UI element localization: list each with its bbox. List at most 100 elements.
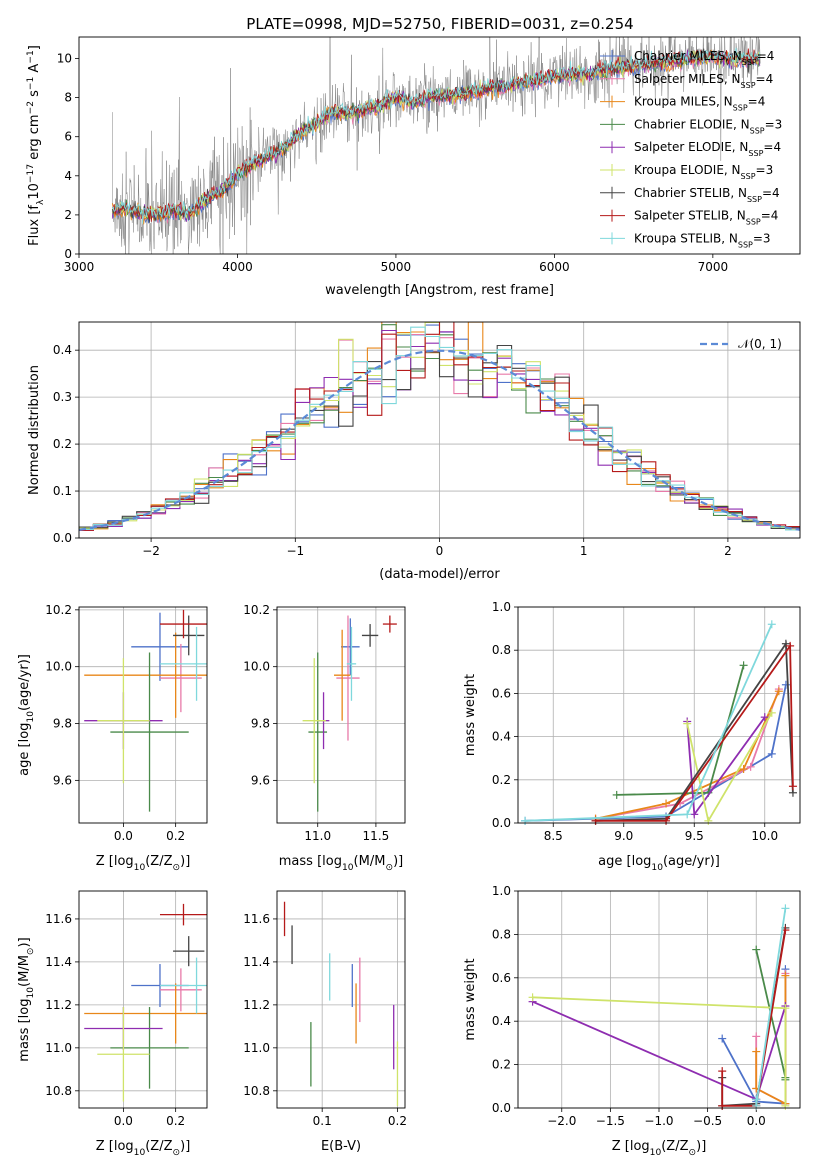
legend-model-name: Chabrier MILES, N [634,49,742,63]
x-tick-label: 0.2 [166,1114,185,1128]
x-axis-label: wavelength [Angstrom, rest frame] [325,283,554,298]
legend-sub: SSP [746,217,761,226]
legend-nssp: =4 [748,95,766,109]
y-tick-label: 0.0 [53,531,72,545]
y-axis-label: age [log10(age/yr)] [17,654,36,776]
legend-sub: SSP [741,80,756,89]
x-tick-label: 4000 [222,260,253,274]
x-tick-label: −1.0 [644,1114,673,1128]
x-axis-label-part: 10 [134,1148,146,1158]
x-axis-label-part: 10 [650,1148,662,1158]
legend-nssp: =3 [765,117,783,131]
model-spectrum [111,47,761,224]
legend-model-name: Salpeter STELIB, N [634,209,746,223]
y-tick-label: 8 [64,91,72,105]
x-axis-label: (data-model)/error [379,567,500,582]
x-tick-label: 9.5 [685,829,704,843]
x-tick-label: 8.5 [544,829,563,843]
x-axis-label-part: ⊙ [173,1148,181,1158]
mass_weight_vs_Z-axes: −2.0 −1.5 −1.0 −0.5 0.0 0.0 0.2 0.4 0.6 0.8 1.0 Z [… [463,884,801,1158]
y-tick-label: 0.4 [53,343,72,357]
y-tick-label: 0.2 [492,773,511,787]
legend-nssp: =4 [756,72,774,86]
normal-legend-label: 𝒩(0, 1) [738,337,782,351]
y-axis-label-part: erg cm [27,114,42,163]
legend-sub: SSP [741,172,756,181]
y-axis-label-part: mass [log [17,999,32,1062]
x-axis-label-part: mass [log [279,854,342,869]
age_vs_Z-axes: 0.0 0.29.69.810.010.2Z [log10(Z/Z⊙)]age [… [17,603,208,873]
x-axis-label-part: Z [log [96,854,134,869]
y-tick-label: 0.8 [492,643,511,657]
legend-sub: SSP [733,103,748,112]
y-axis-label-part: )] [17,937,32,947]
y-tick-label: 0.4 [492,1014,511,1028]
y-tick-label: 9.6 [53,773,72,787]
x-tick-label: 1 [580,544,588,558]
mass_vs_Z-axes: 0.0 0.210.811.011.211.411.6Z [log10(Z/Z⊙)… [17,890,208,1158]
normal-curve [79,349,800,531]
x-tick-label: −0.5 [693,1114,722,1128]
legend-model-name: Kroupa MILES, N [634,95,733,109]
y-tick-label: 0.0 [492,816,511,830]
y-tick-label: 10 [57,52,72,66]
residual-histogram [79,326,800,531]
x-axis-label: Z [log10(Z/Z⊙)] [612,1139,707,1158]
legend-label: Salpeter MILES, NSSP=4 [634,72,773,90]
axes-frame [517,606,801,824]
y-tick-label: 0.8 [492,927,511,941]
x-tick-label: 7000 [698,260,729,274]
x-tick-label: 0.2 [166,829,185,843]
x-tick-label: −1.5 [596,1114,625,1128]
legend-sub: SSP [738,240,753,249]
legend-label: Kroupa MILES, NSSP=4 [634,95,765,113]
x-tick-label: 3000 [64,260,95,274]
legend-sub: SSP [750,126,765,135]
x-axis-label-part: (age/yr)] [663,854,720,869]
y-tick-label: 10.0 [243,660,270,674]
legend-model-name: Kroupa STELIB, N [634,231,738,245]
y-axis-label-part: s [27,90,42,101]
legend-model-name: Salpeter MILES, N [634,72,741,86]
legend-sub: SSP [742,58,757,67]
y-tick-label: 11.0 [45,1041,72,1055]
legend-sub: SSP [747,194,762,203]
mass_vs_ebv-axes: 0.1 0.2 10.8 11.0 11.2 11.4 11.6 E(B-V) [243,890,407,1154]
x-tick-label: 11.5 [363,829,390,843]
legend-label: Salpeter STELIB, NSSP=4 [634,209,778,227]
y-axis-label-part: −1 [26,50,36,63]
x-axis-label-part: )] [696,1139,706,1154]
y-tick-label: 10.2 [45,603,72,617]
weight-line [595,640,794,822]
residual-histogram [79,344,800,530]
y-axis-label-part: −1 [26,77,36,90]
y-tick-label: 11.2 [45,998,72,1012]
legend-nssp: =4 [757,49,775,63]
age_vs_mass-axes: 11.0 11.5 9.6 9.8 10.0 10.2 mass [log10(M/M⊙)] [243,603,406,873]
legend-nssp: =4 [761,209,779,223]
y-axis-label: Flux [fλ10−17 erg cm−2 s−1 A−1] [26,45,46,246]
weight-line [721,927,787,1107]
y-tick-label: 11.6 [243,912,270,926]
y-axis-label-part: ⊙ [26,947,36,955]
y-tick-label: 0.4 [492,730,511,744]
x-axis-label-part: ⊙ [689,1148,697,1158]
y-tick-label: 11.6 [45,912,72,926]
y-tick-label: 11.0 [243,1041,270,1055]
y-tick-label: 0.3 [53,390,72,404]
y-axis-label-part: −17 [26,164,36,183]
x-tick-label: 0.0 [747,1114,766,1128]
x-tick-label: 5000 [381,260,412,274]
x-axis-label: mass [log10(M/M⊙)] [279,854,403,873]
legend-model-name: Chabrier ELODIE, N [634,117,750,131]
y-axis-label-part: 10 [27,183,42,200]
x-tick-label: −1 [286,544,304,558]
x-axis-label-part: 10 [342,863,354,873]
axes-frame [78,606,208,824]
x-tick-label: 9.0 [614,829,633,843]
y-tick-label: 0.6 [492,686,511,700]
axes-frame [276,606,406,824]
legend-label: Chabrier STELIB, NSSP=4 [634,186,780,204]
